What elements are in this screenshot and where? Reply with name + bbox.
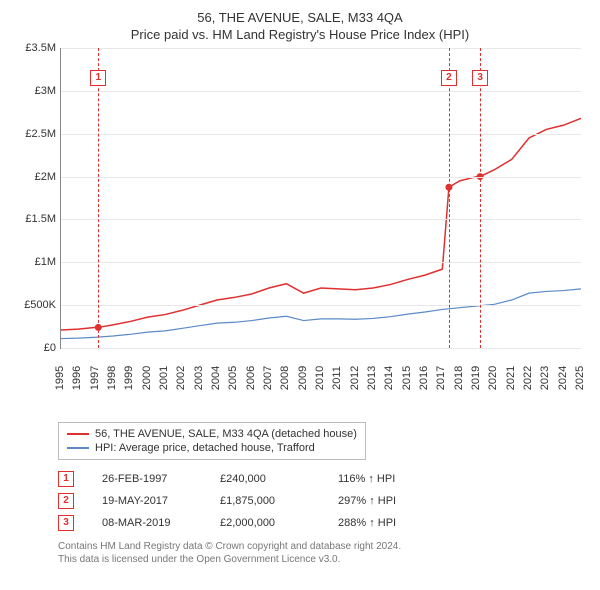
legend-label: 56, THE AVENUE, SALE, M33 4QA (detached … bbox=[95, 428, 357, 440]
x-tick-label: 2025 bbox=[574, 366, 586, 390]
x-tick-label: 1999 bbox=[123, 366, 135, 390]
legend-swatch bbox=[67, 433, 89, 435]
event-number: 2 bbox=[58, 493, 74, 509]
event-marker: 3 bbox=[472, 70, 488, 86]
y-tick-label: £1M bbox=[16, 256, 56, 268]
chart-subtitle: Price paid vs. HM Land Registry's House … bbox=[10, 27, 590, 42]
x-tick-label: 1997 bbox=[89, 366, 101, 390]
x-tick-label: 1996 bbox=[71, 366, 83, 390]
x-tick-label: 2023 bbox=[539, 366, 551, 390]
x-tick-label: 2002 bbox=[175, 366, 187, 390]
chart-title: 56, THE AVENUE, SALE, M33 4QA bbox=[10, 8, 590, 27]
x-tick-label: 2011 bbox=[331, 366, 343, 390]
y-tick-label: £2.5M bbox=[16, 128, 56, 140]
series-hpi bbox=[61, 289, 581, 339]
x-tick-label: 2014 bbox=[383, 366, 395, 390]
footer-line-1: Contains HM Land Registry data © Crown c… bbox=[58, 540, 590, 553]
series-svg bbox=[61, 48, 581, 348]
x-tick-label: 1995 bbox=[54, 366, 66, 390]
chart-area: 123 199519961997199819992000200120022003… bbox=[20, 48, 580, 378]
legend-swatch bbox=[67, 447, 89, 449]
event-price: £2,000,000 bbox=[220, 517, 310, 529]
x-tick-label: 2007 bbox=[262, 366, 274, 390]
x-tick-label: 2022 bbox=[522, 366, 534, 390]
y-tick-label: £3.5M bbox=[16, 42, 56, 54]
event-row: 1 26-FEB-1997 £240,000 116% ↑ HPI bbox=[58, 468, 590, 490]
x-tick-label: 2019 bbox=[470, 366, 482, 390]
x-tick-label: 2009 bbox=[297, 366, 309, 390]
event-price: £1,875,000 bbox=[220, 495, 310, 507]
gridline bbox=[61, 177, 581, 178]
gridline bbox=[61, 134, 581, 135]
y-tick-label: £1.5M bbox=[16, 213, 56, 225]
gridline bbox=[61, 91, 581, 92]
x-axis-labels: 1995199619971998199920002001200220032004… bbox=[60, 352, 580, 384]
x-tick-label: 2001 bbox=[158, 366, 170, 390]
x-tick-label: 2018 bbox=[453, 366, 465, 390]
event-number: 3 bbox=[58, 515, 74, 531]
y-tick-label: £3M bbox=[16, 85, 56, 97]
event-hpi: 288% ↑ HPI bbox=[338, 517, 418, 529]
y-tick-label: £0 bbox=[16, 342, 56, 354]
x-tick-label: 2021 bbox=[505, 366, 517, 390]
gridline bbox=[61, 48, 581, 49]
y-tick-label: £2M bbox=[16, 171, 56, 183]
x-tick-label: 1998 bbox=[106, 366, 118, 390]
x-tick-label: 2004 bbox=[210, 366, 222, 390]
x-tick-label: 2015 bbox=[401, 366, 413, 390]
legend: 56, THE AVENUE, SALE, M33 4QA (detached … bbox=[58, 422, 366, 460]
x-tick-label: 2013 bbox=[366, 366, 378, 390]
gridline bbox=[61, 262, 581, 263]
event-line bbox=[98, 48, 99, 348]
event-date: 26-FEB-1997 bbox=[102, 473, 192, 485]
x-tick-label: 2012 bbox=[349, 366, 361, 390]
legend-item: HPI: Average price, detached house, Traf… bbox=[67, 441, 357, 455]
events-table: 1 26-FEB-1997 £240,000 116% ↑ HPI 2 19-MAY-20… bbox=[58, 468, 590, 534]
x-tick-label: 2016 bbox=[418, 366, 430, 390]
series-property bbox=[61, 118, 581, 330]
event-marker: 2 bbox=[441, 70, 457, 86]
x-tick-label: 2024 bbox=[557, 366, 569, 390]
x-tick-label: 2005 bbox=[227, 366, 239, 390]
x-tick-label: 2000 bbox=[141, 366, 153, 390]
footer: Contains HM Land Registry data © Crown c… bbox=[58, 540, 590, 566]
x-tick-label: 2020 bbox=[487, 366, 499, 390]
event-price: £240,000 bbox=[220, 473, 310, 485]
gridline bbox=[61, 219, 581, 220]
gridline bbox=[61, 348, 581, 349]
legend-item: 56, THE AVENUE, SALE, M33 4QA (detached … bbox=[67, 427, 357, 441]
event-number: 1 bbox=[58, 471, 74, 487]
plot-area: 1 23 bbox=[60, 48, 581, 349]
event-date: 19-MAY-2017 bbox=[102, 495, 192, 507]
event-row: 2 19-MAY-2017 £1,875,000 297% ↑ HPI bbox=[58, 490, 590, 512]
gridline bbox=[61, 305, 581, 306]
x-tick-label: 2017 bbox=[435, 366, 447, 390]
event-marker: 1 bbox=[90, 70, 106, 86]
event-date: 08-MAR-2019 bbox=[102, 517, 192, 529]
event-hpi: 116% ↑ HPI bbox=[338, 473, 418, 485]
event-line bbox=[480, 48, 481, 348]
x-tick-label: 2008 bbox=[279, 366, 291, 390]
event-row: 3 08-MAR-2019 £2,000,000 288% ↑ HPI bbox=[58, 512, 590, 534]
footer-line-2: This data is licensed under the Open Gov… bbox=[58, 553, 590, 566]
legend-label: HPI: Average price, detached house, Traf… bbox=[95, 442, 315, 454]
event-line bbox=[449, 48, 450, 348]
x-tick-label: 2003 bbox=[193, 366, 205, 390]
event-hpi: 297% ↑ HPI bbox=[338, 495, 418, 507]
x-tick-label: 2010 bbox=[314, 366, 326, 390]
chart-container: 56, THE AVENUE, SALE, M33 4QA Price paid… bbox=[0, 0, 600, 590]
x-tick-label: 2006 bbox=[245, 366, 257, 390]
y-tick-label: £500K bbox=[16, 299, 56, 311]
